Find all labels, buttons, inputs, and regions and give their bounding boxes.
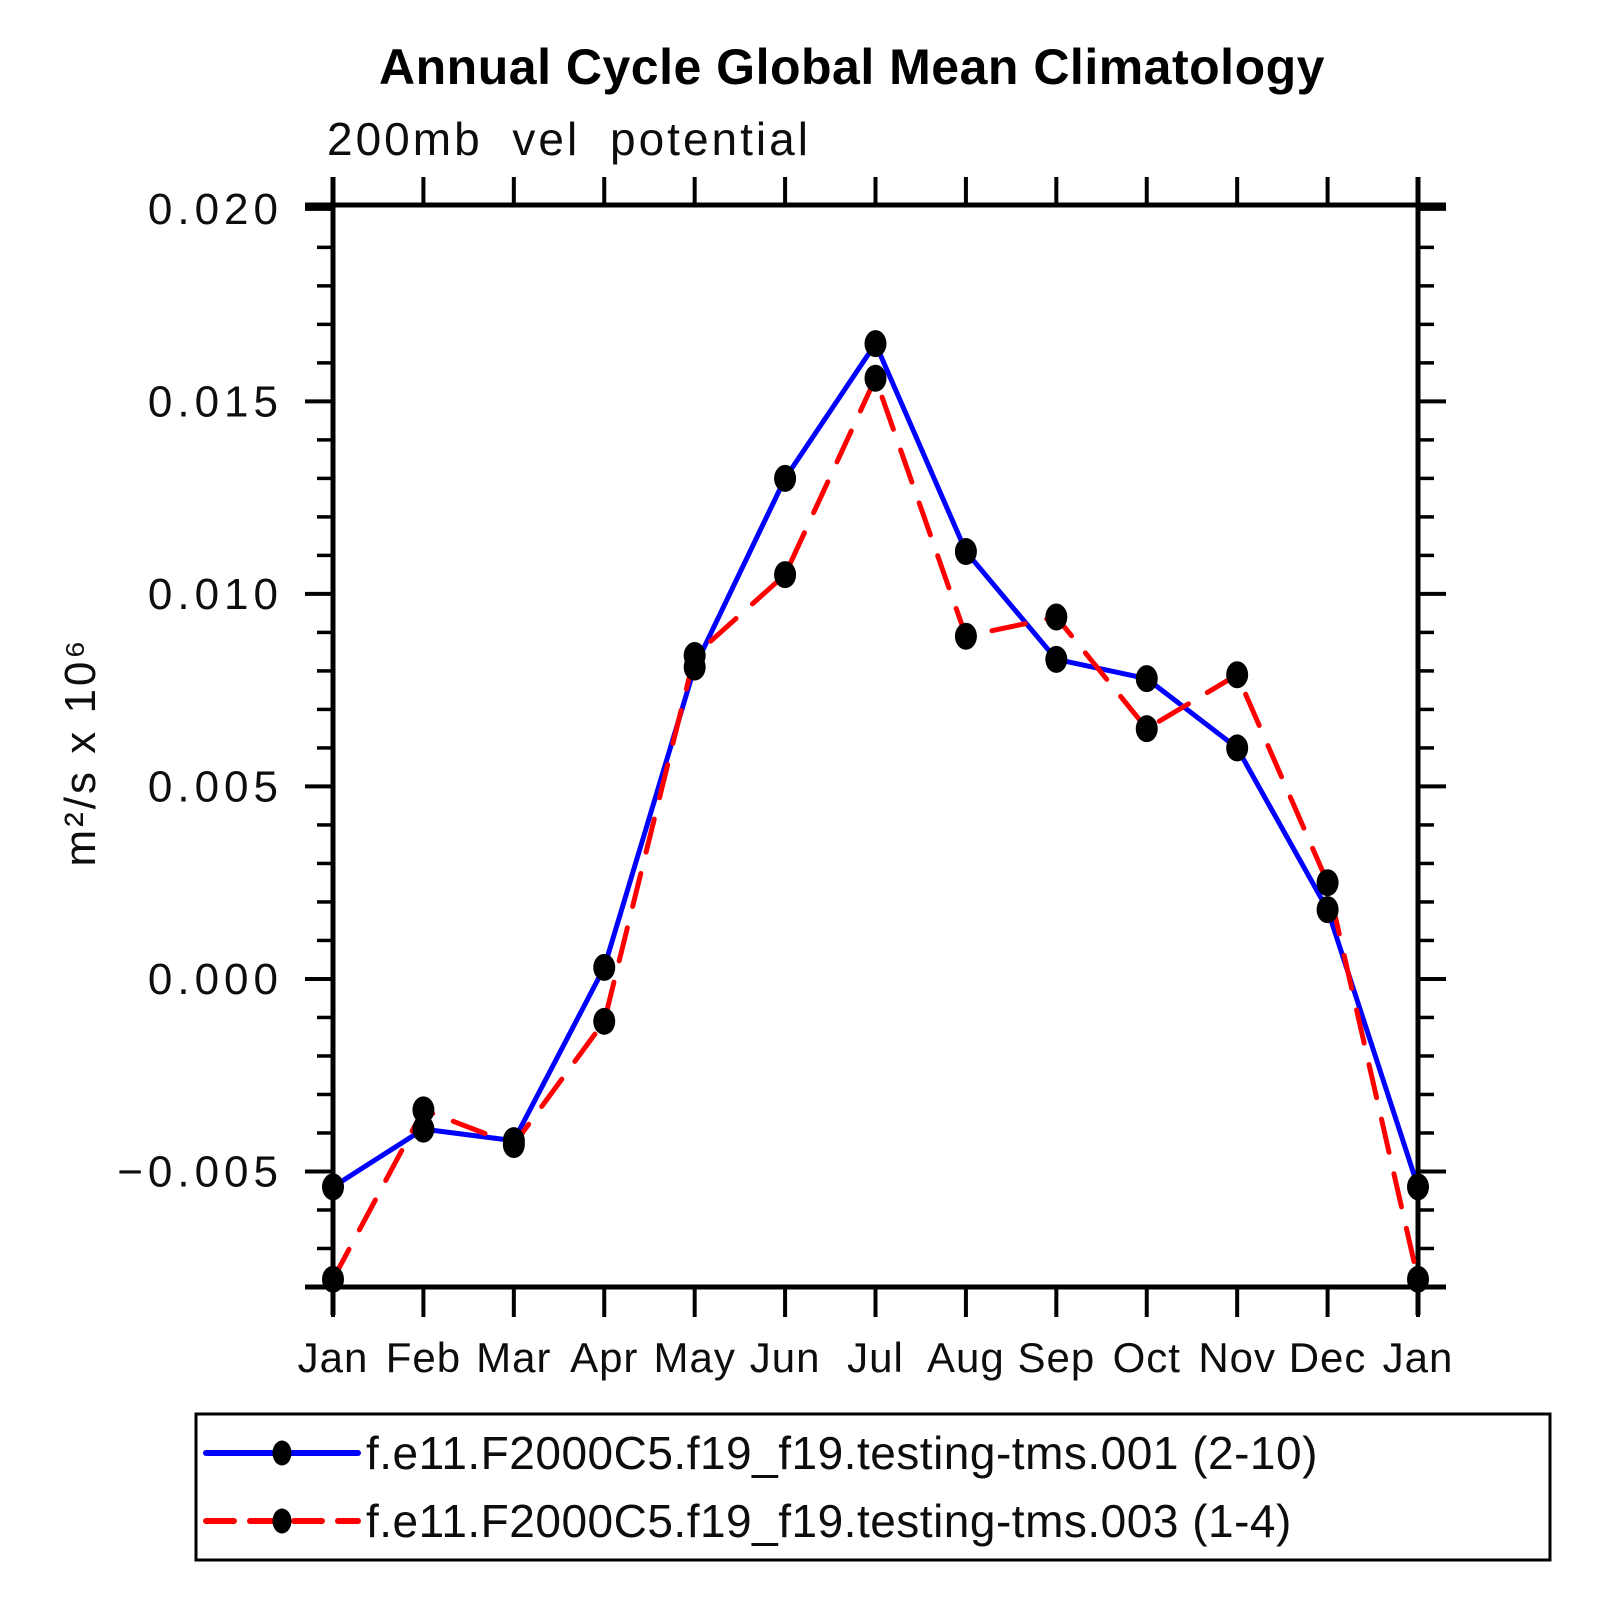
chart-subtitle: 200mb vel potential xyxy=(327,113,811,165)
data-series xyxy=(330,341,1421,1282)
data-point-marker-0 xyxy=(322,1173,344,1201)
y-tick-label: 0.015 xyxy=(148,377,283,426)
data-point-marker-0 xyxy=(864,330,887,358)
y-tick-label: 0.010 xyxy=(148,570,283,619)
y-tick-label: 0.020 xyxy=(148,185,283,234)
data-point-marker-0 xyxy=(1045,645,1068,673)
data-point-marker-1 xyxy=(1135,715,1158,743)
x-tick-label: Feb xyxy=(386,1334,461,1381)
data-point-marker-1 xyxy=(954,622,977,650)
x-tick-label: Jan xyxy=(1383,1334,1454,1381)
x-tick-label: Sep xyxy=(1017,1334,1095,1381)
data-point-marker-1 xyxy=(1407,1265,1429,1293)
data-point-marker-1 xyxy=(1045,603,1068,631)
legend-marker-sample xyxy=(272,1508,292,1534)
x-tick-label: Mar xyxy=(476,1334,551,1381)
legend-entry-label: f.e11.F2000C5.f19_f19.testing-tms.001 (2… xyxy=(366,1427,1318,1479)
data-point-marker-0 xyxy=(774,464,797,492)
legend-marker-sample xyxy=(272,1440,292,1466)
y-tick-label: −0.005 xyxy=(117,1147,283,1196)
y-axis-ticks: 0.020 0.015 0.010 0.005 0.000 −0.005 xyxy=(117,185,1446,1251)
x-tick-label: Jun xyxy=(750,1334,821,1381)
data-point-marker-0 xyxy=(954,538,977,566)
y-tick-label: 0.005 xyxy=(148,762,283,811)
data-point-marker-1 xyxy=(502,1131,525,1159)
legend: f.e11.F2000C5.f19_f19.testing-tms.001 (2… xyxy=(194,1412,1552,1562)
data-point-marker-0 xyxy=(1226,734,1249,762)
x-tick-label: Nov xyxy=(1198,1334,1276,1381)
series-line-0 xyxy=(330,341,1421,1190)
x-tick-label: Apr xyxy=(570,1334,638,1381)
data-point-marker-0 xyxy=(1407,1173,1429,1201)
x-axis-ticks: Jan Feb Mar Apr May Jun Jul Aug Sep Oct Nov Dec Jan xyxy=(298,177,1454,1381)
x-tick-label: Oct xyxy=(1113,1334,1181,1381)
x-tick-label: Dec xyxy=(1289,1334,1367,1381)
data-point-marker-0 xyxy=(412,1115,435,1143)
data-point-marker-1 xyxy=(864,364,887,392)
chart-title: Annual Cycle Global Mean Climatology xyxy=(379,39,1325,95)
y-tick-label: 0.000 xyxy=(148,955,283,1004)
x-tick-label: Jul xyxy=(847,1334,904,1381)
data-point-marker-1 xyxy=(774,561,797,589)
y-axis-label: m²/s x 10⁶ xyxy=(56,637,105,866)
x-tick-label: Aug xyxy=(927,1334,1005,1381)
data-point-marker-1 xyxy=(1316,869,1339,897)
data-point-marker-1 xyxy=(322,1265,344,1293)
data-point-marker-1 xyxy=(1226,661,1249,689)
x-tick-label: Jan xyxy=(298,1334,369,1381)
data-point-marker-1 xyxy=(683,642,706,670)
series-line-1 xyxy=(330,375,1421,1282)
data-markers xyxy=(322,330,1429,1293)
legend-entry-label: f.e11.F2000C5.f19_f19.testing-tms.003 (1… xyxy=(366,1495,1292,1547)
data-point-marker-1 xyxy=(412,1096,435,1124)
data-point-marker-0 xyxy=(593,953,616,981)
legend-box xyxy=(194,1412,1552,1562)
data-point-marker-1 xyxy=(593,1007,616,1035)
x-tick-label: May xyxy=(653,1334,735,1381)
data-point-marker-0 xyxy=(1316,896,1339,924)
data-point-marker-0 xyxy=(1135,665,1158,693)
